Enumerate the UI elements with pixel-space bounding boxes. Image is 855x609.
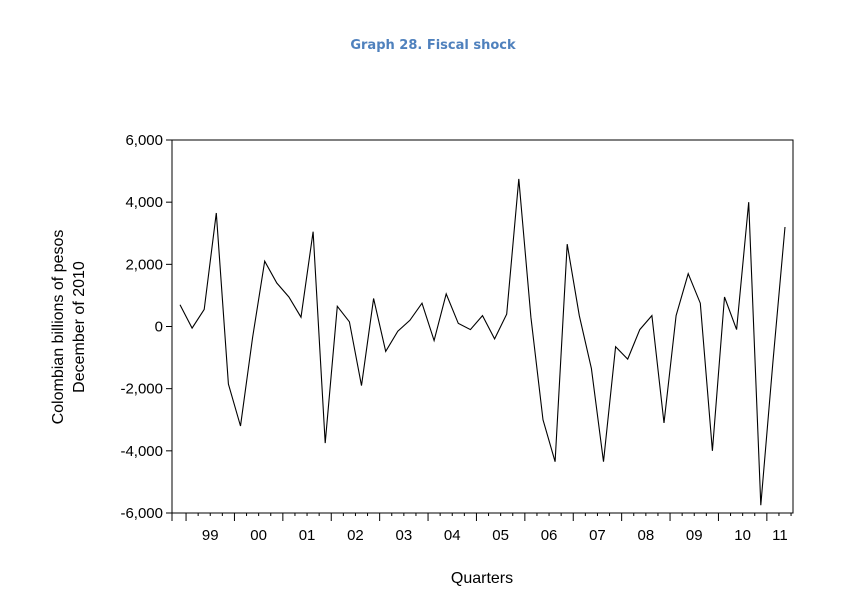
x-year-label: 04 xyxy=(444,527,461,544)
x-year-label: 07 xyxy=(589,527,606,544)
y-tick-label: 0 xyxy=(155,319,163,336)
x-year-label: 10 xyxy=(734,527,751,544)
y-axis-title-line-1: Colombian billions of pesos xyxy=(50,230,67,425)
y-axis-title-line-2: December of 2010 xyxy=(71,261,88,393)
y-tick-label: 6,000 xyxy=(125,132,163,149)
fiscal-shock-series-line xyxy=(179,178,786,506)
x-year-label: 08 xyxy=(638,527,655,544)
x-year-label: 05 xyxy=(492,527,509,544)
x-year-label: 11 xyxy=(772,527,788,544)
x-year-label: 06 xyxy=(541,527,558,544)
x-year-label: 02 xyxy=(347,527,364,544)
x-year-label: 01 xyxy=(299,527,316,544)
x-year-label: 09 xyxy=(686,527,703,544)
y-tick-label: 4,000 xyxy=(125,194,163,211)
chart-title: Graph 28. Fiscal shock xyxy=(350,38,516,53)
y-tick-label: -2,000 xyxy=(120,381,163,398)
x-year-label: 00 xyxy=(250,527,267,544)
y-tick-label: -4,000 xyxy=(120,443,163,460)
x-year-label: 99 xyxy=(202,527,219,544)
y-tick-label: 2,000 xyxy=(125,256,163,273)
x-year-label: 03 xyxy=(396,527,413,544)
plot-frame xyxy=(171,139,794,514)
x-axis-title: Quarters xyxy=(451,570,513,587)
y-tick-label: -6,000 xyxy=(120,505,163,522)
